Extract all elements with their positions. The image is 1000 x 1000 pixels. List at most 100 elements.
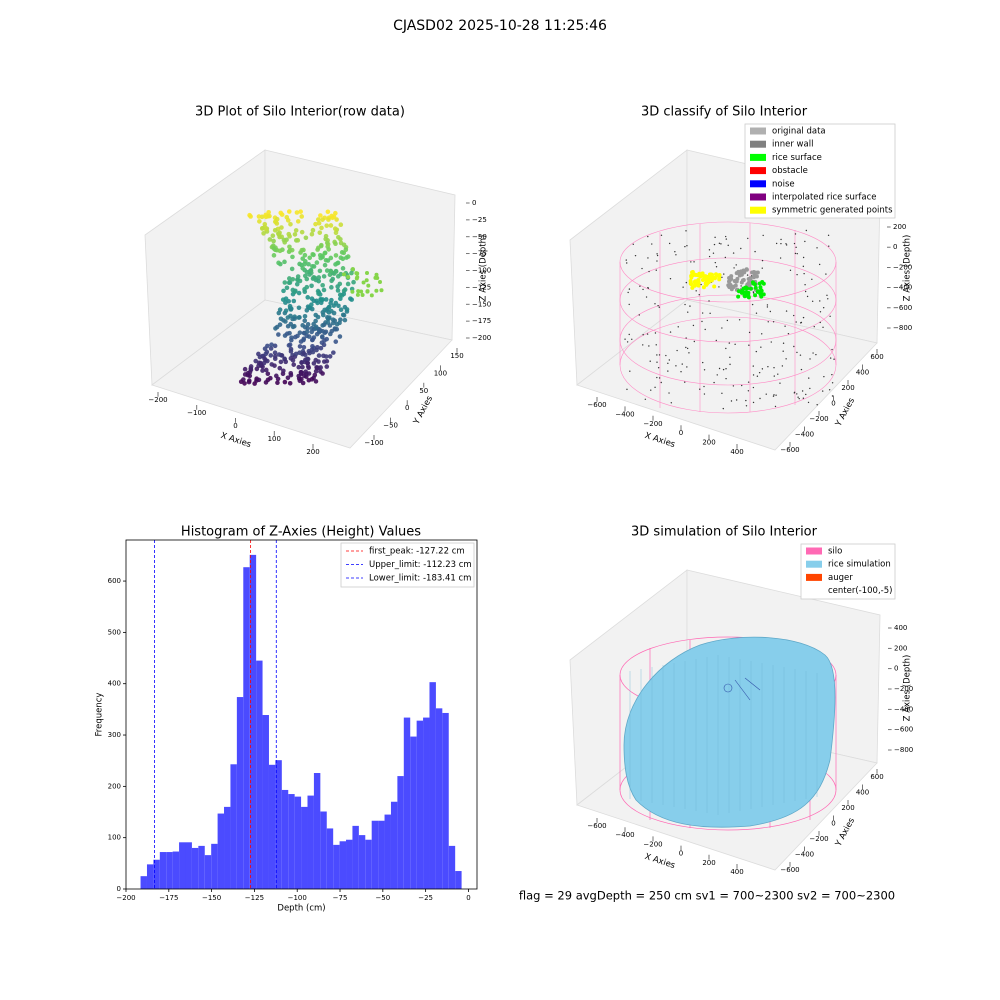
- y-tick-label: 50: [419, 387, 428, 395]
- point-cloud-dot: [300, 265, 306, 271]
- point-cloud-dot: [281, 237, 287, 243]
- point-cloud-dot: [321, 274, 327, 279]
- z-tick-label: 200: [894, 644, 907, 652]
- grid-dot: [738, 319, 741, 321]
- point-cloud-dot: [320, 371, 325, 376]
- y-tick-label: 600: [108, 577, 121, 585]
- grid-dot: [733, 267, 735, 269]
- point-cloud-dot: [360, 292, 365, 297]
- z-tick-label: 400: [894, 624, 907, 632]
- grid-dot: [701, 285, 706, 290]
- point-cloud-dot: [238, 379, 244, 385]
- histogram-bar: [249, 554, 257, 889]
- grid-dot: [684, 245, 686, 248]
- y-axis-label: Y Axies: [833, 396, 857, 429]
- grid-dot: [785, 244, 788, 246]
- grid-dot: [628, 333, 630, 336]
- grid-dot: [700, 278, 705, 283]
- x-tick-label: −600: [587, 822, 606, 830]
- histogram-bar: [358, 835, 366, 889]
- grid-dot: [758, 285, 763, 290]
- x-tick-label: −400: [615, 410, 634, 418]
- grid-dot: [804, 240, 806, 243]
- grid-dot: [782, 342, 785, 344]
- point-cloud-dot: [302, 318, 308, 324]
- grid-dot: [686, 245, 688, 247]
- grid-dot: [682, 286, 684, 288]
- point-cloud-dot: [266, 209, 271, 215]
- x-tick-label: −50: [375, 894, 390, 902]
- panel-3d-simulation: 3D simulation of Silo Interior silo rice …: [569, 525, 896, 871]
- grid-dot: [759, 288, 764, 293]
- point-cloud-dot: [292, 316, 297, 321]
- z-tick-label: −200: [893, 263, 912, 271]
- grid-dot: [739, 270, 744, 275]
- point-cloud-dot: [317, 268, 323, 274]
- legend-swatch: [750, 167, 766, 175]
- x-tick-label: −200: [116, 894, 135, 902]
- point-cloud-dot: [321, 359, 327, 364]
- grid-dot: [780, 238, 782, 241]
- grid-dot: [794, 252, 797, 255]
- grid-dot: [758, 292, 763, 297]
- grid-dot: [675, 254, 677, 256]
- point-cloud-dot: [273, 219, 278, 225]
- grid-dot: [804, 290, 807, 293]
- x-tick-label: 200: [702, 439, 715, 447]
- grid-dot: [725, 347, 727, 350]
- grid-dot: [751, 281, 756, 286]
- grid-dot: [747, 237, 749, 240]
- x-tick-label: −200: [643, 420, 662, 428]
- grid-dot: [826, 294, 828, 297]
- point-cloud-dot: [332, 226, 338, 232]
- x-tick-label: −175: [159, 894, 178, 902]
- y-tick-label: 200: [841, 384, 854, 392]
- point-cloud-dot: [290, 254, 295, 260]
- point-cloud-dot: [282, 280, 288, 285]
- histogram-bar: [346, 839, 353, 889]
- point-cloud-dot: [276, 332, 281, 337]
- point-cloud-dot: [248, 364, 254, 369]
- point-cloud-dot: [252, 381, 257, 386]
- histogram-bar: [217, 813, 225, 889]
- point-cloud-dot: [301, 350, 307, 356]
- point-cloud-dot: [260, 226, 265, 231]
- point-cloud-dot: [272, 363, 277, 368]
- point-cloud-dot: [276, 310, 282, 316]
- grid-dot: [739, 280, 744, 285]
- grid-dot: [743, 290, 748, 295]
- y-tick-label: −600: [780, 446, 799, 454]
- point-cloud-dot: [242, 366, 248, 372]
- point-cloud-dot: [318, 345, 324, 351]
- point-cloud-dot: [301, 247, 306, 253]
- histogram-bar: [191, 847, 199, 889]
- histogram-bar: [365, 839, 372, 889]
- surface-mesh: [629, 655, 818, 815]
- z-tick-label: −600: [894, 726, 913, 734]
- point-cloud-dot: [293, 351, 299, 357]
- point-cloud-dot: [289, 266, 295, 272]
- point-cloud-dot: [337, 334, 343, 339]
- grid-dot: [785, 243, 787, 245]
- pane: [576, 299, 878, 451]
- histogram-bar: [307, 795, 314, 889]
- grid-dot: [793, 391, 796, 393]
- grid-dot: [720, 243, 722, 245]
- x-axis-label: X Axies: [219, 431, 252, 450]
- grid-dot: [727, 244, 729, 247]
- grid-dot: [716, 374, 718, 376]
- point-cloud-dot: [257, 354, 263, 360]
- grid-dot: [687, 311, 689, 313]
- point-cloud-dot: [327, 304, 332, 310]
- grid-dot: [732, 385, 735, 387]
- point-cloud-dot: [311, 252, 316, 258]
- y-tick-label: 0: [117, 885, 121, 893]
- point-cloud-dot: [341, 242, 347, 248]
- grid-dot: [761, 267, 763, 269]
- grid-dot: [748, 344, 750, 346]
- point-cloud-dot: [306, 334, 312, 339]
- point-cloud-dot: [309, 231, 315, 237]
- grid-dot: [827, 298, 829, 300]
- grid-dot: [811, 300, 814, 302]
- grid-dot: [796, 393, 798, 395]
